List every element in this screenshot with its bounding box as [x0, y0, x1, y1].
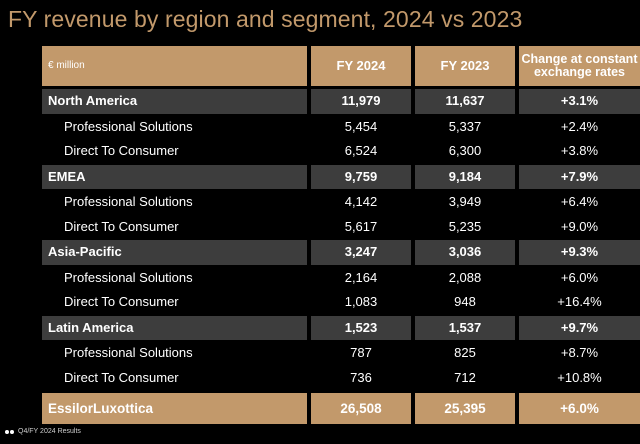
fy2024-value: 5,454: [344, 118, 378, 134]
row-label: Asia-Pacific: [42, 240, 307, 265]
change-value: +2.4%: [560, 118, 599, 134]
row-label: Direct To Consumer: [64, 369, 179, 385]
fy2023-value: 5,235: [448, 218, 482, 234]
column-header-fy2023: FY 2023: [415, 46, 515, 86]
revenue-table: € million FY 2024 FY 2023 Change at cons…: [42, 46, 640, 424]
row-label: Professional Solutions: [64, 269, 193, 285]
table-row: Direct To Consumer 736 712 +10.8%: [42, 366, 640, 391]
table-row: Direct To Consumer 1,083 948 +16.4%: [42, 290, 640, 315]
fy2023-value: 5,337: [448, 118, 482, 134]
change-value: +16.4%: [557, 294, 602, 309]
table-row: Asia-Pacific 3,247 3,036 +9.3%: [42, 240, 640, 265]
column-header-fy2024: FY 2024: [311, 46, 411, 86]
fy2024-value: 5,617: [344, 218, 378, 234]
fy2024-value: 1,083: [344, 294, 378, 309]
fy2023-value: 6,300: [448, 143, 482, 158]
fy2024-value: 6,524: [344, 143, 378, 158]
table-row: Professional Solutions 5,454 5,337 +2.4%: [42, 115, 640, 140]
table-row: North America 11,979 11,637 +3.1%: [42, 89, 640, 114]
total-fy2024-value: 26,508: [311, 393, 411, 424]
change-value: +3.1%: [519, 89, 640, 114]
fy2023-value: 1,537: [415, 315, 515, 340]
change-value: +9.3%: [519, 240, 640, 265]
table-row: EMEA 9,759 9,184 +7.9%: [42, 164, 640, 189]
change-value: +9.0%: [560, 218, 599, 234]
row-label: Direct To Consumer: [64, 218, 179, 234]
row-label: Professional Solutions: [64, 194, 193, 209]
fy2024-value: 1,523: [311, 315, 411, 340]
fy2024-value: 736: [350, 369, 372, 385]
column-header-change-line2: exchange rates: [533, 65, 626, 79]
table-row: Direct To Consumer 6,524 6,300 +3.8%: [42, 139, 640, 164]
column-header-change-line1: Change at constant: [521, 52, 638, 66]
footer: Q4/FY 2024 Results: [5, 428, 81, 435]
brand-dots-icon: [5, 429, 14, 434]
total-fy2023-value: 25,395: [415, 393, 515, 424]
fy2023-value: 948: [454, 294, 476, 309]
table-row: Direct To Consumer 5,617 5,235 +9.0%: [42, 215, 640, 240]
fy2024-value: 4,142: [344, 194, 378, 209]
change-value: +7.9%: [519, 164, 640, 189]
fy2023-value: 825: [454, 345, 476, 360]
fy2024-value: 11,979: [311, 89, 411, 114]
fy2024-value: 3,247: [311, 240, 411, 265]
page-title: FY revenue by region and segment, 2024 v…: [8, 6, 523, 32]
row-label: North America: [42, 89, 307, 114]
unit-label: € million: [42, 46, 307, 86]
table-row: Latin America 1,523 1,537 +9.7%: [42, 315, 640, 340]
fy2023-value: 712: [454, 369, 476, 385]
row-label: Professional Solutions: [64, 345, 193, 360]
fy2023-value: 2,088: [448, 269, 482, 285]
change-value: +3.8%: [560, 143, 599, 158]
change-value: +8.7%: [560, 345, 599, 360]
total-change-value: +6.0%: [519, 393, 640, 424]
fy2024-value: 2,164: [344, 269, 378, 285]
row-label: Professional Solutions: [64, 118, 193, 134]
row-label: EMEA: [42, 164, 307, 189]
table-row: Professional Solutions 4,142 3,949 +6.4%: [42, 190, 640, 215]
fy2023-value: 11,637: [415, 89, 515, 114]
fy2023-value: 3,949: [448, 194, 482, 209]
table-row: Professional Solutions 2,164 2,088 +6.0%: [42, 266, 640, 291]
table-row: Professional Solutions 787 825 +8.7%: [42, 341, 640, 366]
table-header: € million FY 2024 FY 2023 Change at cons…: [42, 46, 640, 86]
column-header-change: Change at constant exchange rates: [519, 46, 640, 86]
total-row: EssilorLuxottica 26,508 25,395 +6.0%: [42, 393, 640, 424]
row-label: Direct To Consumer: [64, 294, 179, 309]
row-label: Direct To Consumer: [64, 143, 179, 158]
fy2023-value: 3,036: [415, 240, 515, 265]
fy2024-value: 9,759: [311, 164, 411, 189]
change-value: +9.7%: [519, 315, 640, 340]
footer-text: Q4/FY 2024 Results: [18, 428, 81, 435]
row-label: Latin America: [42, 315, 307, 340]
fy2024-value: 787: [350, 345, 372, 360]
change-value: +6.4%: [560, 194, 599, 209]
fy2023-value: 9,184: [415, 164, 515, 189]
change-value: +10.8%: [557, 369, 602, 385]
change-value: +6.0%: [560, 269, 599, 285]
total-label: EssilorLuxottica: [42, 393, 307, 424]
